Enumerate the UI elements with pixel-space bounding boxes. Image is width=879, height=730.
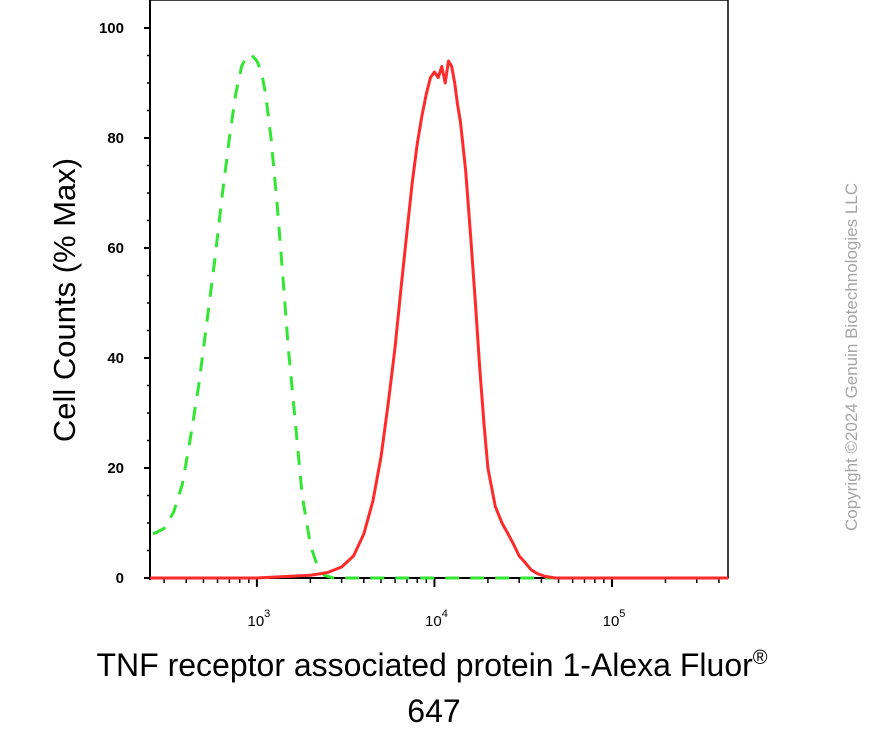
y-tick-label: 20 bbox=[107, 460, 124, 477]
x-tick-base: 10 bbox=[425, 613, 442, 630]
registered-mark: ® bbox=[753, 647, 768, 669]
x-axis-title: TNF receptor associated protein 1-Alexa … bbox=[96, 647, 767, 683]
y-tick-label: 60 bbox=[107, 240, 124, 257]
sample-series-line bbox=[150, 59, 728, 580]
x-tick-label: 104 bbox=[425, 608, 448, 630]
x-tick-label: 103 bbox=[247, 608, 270, 630]
x-axis-title-line1: TNF receptor associated protein 1-Alexa … bbox=[96, 647, 753, 683]
x-axis-title-line2: 647 bbox=[407, 693, 460, 729]
y-axis-ticks: 0 20 40 60 80 100 bbox=[99, 20, 150, 587]
control-series-line bbox=[152, 54, 719, 580]
x-axis-ticks: 103 104 105 bbox=[163, 578, 720, 630]
x-tick-base: 10 bbox=[247, 613, 264, 630]
series-layer bbox=[150, 54, 728, 580]
y-tick-label: 0 bbox=[116, 570, 124, 587]
x-tick-exponent: 4 bbox=[442, 608, 448, 620]
y-tick-label: 100 bbox=[99, 20, 124, 37]
x-tick-exponent: 3 bbox=[264, 608, 270, 620]
x-tick-exponent: 5 bbox=[619, 608, 625, 620]
y-tick-label: 80 bbox=[107, 130, 124, 147]
y-tick-label: 40 bbox=[107, 350, 124, 367]
x-tick-base: 10 bbox=[603, 613, 620, 630]
copyright-watermark: Copyright ©2024 Genuin Biotechnologies L… bbox=[842, 183, 861, 531]
y-axis-title: Cell Counts (% Max) bbox=[47, 158, 82, 442]
x-tick-label: 105 bbox=[603, 608, 626, 630]
